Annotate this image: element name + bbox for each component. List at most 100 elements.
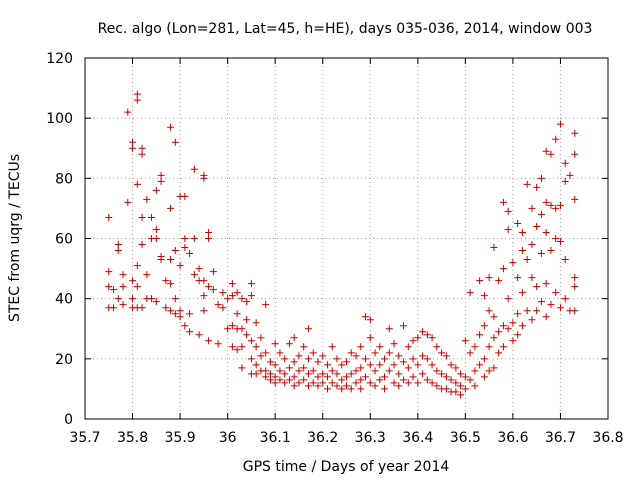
data-point — [285, 340, 293, 348]
data-point — [205, 235, 213, 242]
data-point — [243, 316, 251, 324]
data-point — [518, 289, 526, 297]
data-point — [133, 262, 141, 270]
data-point — [428, 379, 436, 387]
data-point — [438, 370, 446, 378]
data-point — [561, 256, 569, 264]
data-point — [323, 361, 331, 369]
data-point — [547, 150, 555, 158]
data-point — [366, 316, 374, 324]
data-point — [533, 183, 541, 191]
data-point — [176, 262, 184, 270]
data-point — [228, 322, 236, 330]
data-point — [442, 352, 450, 360]
data-point — [552, 289, 560, 297]
data-point — [352, 367, 360, 375]
data-point — [304, 325, 312, 333]
data-point — [214, 301, 222, 309]
data-point — [571, 129, 579, 137]
data-point — [376, 361, 384, 369]
data-point — [528, 204, 536, 212]
data-point — [490, 313, 498, 321]
x-axis-label: GPS time / Days of year 2014 — [243, 459, 450, 475]
data-point — [200, 292, 208, 300]
data-point — [119, 283, 127, 291]
data-point — [552, 235, 560, 242]
data-point — [490, 364, 498, 372]
data-point — [485, 343, 493, 351]
data-point — [124, 198, 132, 206]
data-point — [238, 364, 246, 372]
data-point — [366, 334, 374, 342]
data-point — [195, 331, 203, 339]
x-tick-label: 35.9 — [165, 430, 196, 446]
data-point — [152, 225, 160, 233]
data-point — [247, 355, 255, 363]
data-point — [357, 385, 365, 393]
data-point — [152, 186, 160, 194]
data-point — [457, 370, 465, 378]
data-point — [314, 373, 322, 381]
data-point — [547, 201, 555, 209]
data-point — [157, 171, 165, 179]
data-point — [262, 301, 270, 309]
data-point — [333, 382, 341, 390]
data-point — [504, 325, 512, 333]
data-point — [547, 247, 555, 255]
data-point — [157, 177, 165, 185]
data-point — [461, 385, 469, 393]
data-point — [523, 256, 531, 264]
data-point — [452, 364, 460, 372]
data-point — [476, 361, 484, 369]
data-point — [143, 195, 151, 203]
y-tick-label: 60 — [55, 232, 73, 248]
data-point — [499, 343, 507, 351]
data-point — [537, 250, 545, 258]
data-point — [181, 235, 189, 242]
data-point — [138, 304, 146, 312]
data-point — [528, 274, 536, 282]
data-point — [504, 295, 512, 303]
data-point — [433, 343, 441, 351]
data-point — [428, 361, 436, 369]
data-point — [476, 277, 484, 285]
data-point — [509, 319, 517, 327]
data-point — [343, 358, 350, 366]
data-point — [209, 268, 217, 276]
data-point — [542, 198, 550, 206]
data-point — [385, 367, 393, 375]
x-tick-label: 36 — [219, 430, 237, 446]
data-point — [471, 382, 479, 390]
x-tick-label: 36.3 — [355, 430, 386, 446]
data-point — [238, 325, 246, 333]
data-point — [319, 370, 327, 378]
data-point — [400, 376, 408, 384]
data-point — [495, 277, 503, 285]
data-point — [509, 337, 517, 345]
data-point — [243, 298, 251, 306]
data-point — [362, 373, 370, 381]
data-point — [442, 385, 450, 393]
data-point — [381, 373, 389, 381]
data-point — [419, 328, 427, 336]
data-point — [167, 204, 175, 212]
data-point — [485, 274, 493, 282]
data-point — [200, 277, 208, 285]
data-point — [357, 364, 365, 372]
y-tick-label: 100 — [46, 111, 73, 127]
x-tick-label: 36.2 — [307, 430, 338, 446]
data-point — [466, 349, 474, 357]
data-point — [304, 382, 312, 390]
data-point — [176, 313, 184, 321]
data-point — [333, 355, 341, 363]
data-point — [228, 280, 236, 288]
data-point — [157, 256, 165, 264]
data-point — [186, 328, 194, 336]
data-point — [295, 352, 303, 360]
data-point — [238, 295, 246, 303]
data-point — [186, 310, 194, 318]
data-point — [571, 274, 579, 282]
data-point — [514, 310, 522, 318]
data-point — [561, 295, 569, 303]
data-point — [423, 331, 431, 339]
